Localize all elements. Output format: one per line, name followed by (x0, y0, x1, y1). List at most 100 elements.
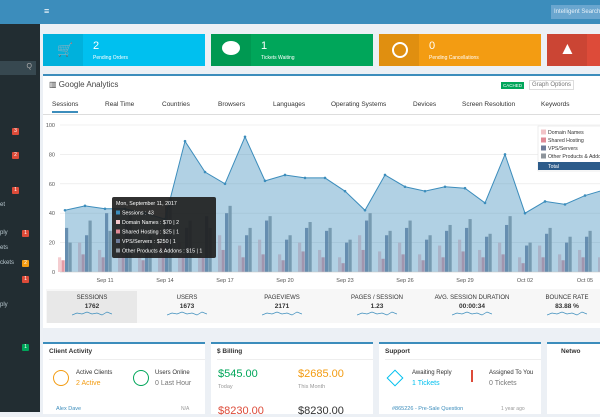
point (63, 208, 67, 212)
tab[interactable]: Languages (273, 101, 306, 108)
value: $8230.00 (298, 405, 344, 417)
point (403, 185, 407, 189)
bar (198, 249, 202, 272)
point (503, 153, 507, 156)
bar (558, 254, 562, 272)
icon (471, 370, 473, 382)
bar (588, 230, 592, 272)
bar (261, 254, 265, 272)
note: N/A (181, 406, 190, 412)
point (303, 176, 307, 180)
sidebar-item[interactable]: ply (0, 302, 8, 308)
client-link[interactable]: Alex Dave (56, 406, 82, 412)
tile-tickets[interactable]: 1 Tickets Waiting (211, 34, 373, 66)
bar (518, 257, 522, 272)
bar (338, 257, 342, 272)
search[interactable]: Intelligent Search (551, 5, 600, 19)
divider (49, 359, 205, 360)
tile-cancel[interactable]: 0 Pending Cancellations (379, 34, 541, 66)
bar (258, 239, 262, 272)
bar (388, 230, 392, 272)
stat-value: 1.23 (370, 303, 384, 310)
sidebar-search[interactable]: Q (0, 61, 36, 75)
bar (538, 245, 542, 272)
tooltip-swatch (116, 220, 120, 224)
bar (441, 257, 445, 272)
tab[interactable]: Screen Resolution (462, 101, 516, 108)
tab[interactable]: Browsers (218, 101, 246, 108)
tooltip-swatch (116, 248, 120, 253)
icon: 🛒 (43, 34, 83, 66)
bar (581, 257, 585, 272)
bar (138, 254, 142, 272)
legend-label: VPS/Servers (548, 146, 578, 152)
tooltip-swatch (116, 210, 120, 215)
sidebar-item[interactable]: ply (0, 230, 8, 236)
point (343, 189, 347, 193)
sidebar-item[interactable]: ets (0, 245, 9, 251)
bar (225, 213, 229, 272)
sidebar-item[interactable]: ckets (0, 260, 15, 266)
menu-toggle[interactable]: ≡ (44, 6, 50, 16)
bar (238, 245, 242, 272)
panel-title: Netwo (561, 348, 581, 355)
stat-value: 1762 (84, 303, 100, 310)
bar (285, 239, 289, 272)
topbar: ≡ Intelligent Search (0, 0, 600, 24)
tab[interactable]: Keywords (541, 101, 570, 108)
y-tick-label: 20 (49, 241, 55, 247)
cached-badge: CACHED (501, 82, 525, 89)
bar (528, 242, 532, 272)
stats-row (46, 289, 600, 323)
point (423, 189, 427, 193)
point (203, 170, 207, 174)
stat: USERS 1673 (142, 295, 232, 318)
bar (418, 254, 422, 272)
stat-label: USERS (176, 295, 198, 301)
tab[interactable]: Operating Systems (331, 101, 387, 108)
graph-options[interactable]: Graph Options (529, 80, 575, 90)
bar (348, 239, 352, 272)
note: 1 year ago (501, 406, 525, 412)
legend-label: Domain Names (548, 130, 584, 136)
sparkline (451, 311, 493, 316)
bar (405, 227, 409, 272)
tab[interactable]: Sessions (52, 101, 79, 113)
point (103, 207, 107, 211)
bar (121, 249, 125, 272)
support-panel: Support Awaiting Reply 1 Tickets Assigne… (379, 342, 541, 414)
tooltip-line: Domain Names : $70 | 2 (122, 220, 179, 226)
tile-value: 0 (429, 40, 436, 52)
bar (301, 251, 305, 272)
tile-label: Tickets Waiting (261, 55, 295, 61)
bar (481, 257, 485, 272)
bar (368, 213, 372, 272)
tile-errors[interactable]: ▲ (547, 34, 600, 66)
tab[interactable]: Devices (413, 101, 437, 108)
bar (278, 254, 282, 272)
badge: 1 (12, 187, 19, 194)
bar (465, 227, 469, 272)
tooltip-line: Other Products & Addons : $15 | 1 (122, 249, 202, 255)
ticket-link[interactable]: #865226 - Pre-Sale Question (392, 406, 464, 412)
sidebar-item[interactable]: et (0, 202, 6, 208)
tab[interactable]: Countries (162, 101, 190, 108)
point (383, 173, 387, 177)
bar (88, 220, 92, 272)
bar (565, 242, 569, 272)
point (463, 186, 467, 190)
tab[interactable]: Real Time (105, 101, 135, 108)
bar (498, 242, 502, 272)
x-tick-label: Sep 26 (396, 278, 413, 284)
bar (108, 230, 112, 272)
sidebar: Q 3 2 1 et ply 1 ets ckets 2 1 ply 1 (0, 24, 40, 412)
value: 2 Active (76, 380, 101, 387)
bar (401, 254, 405, 272)
y-tick-label: 0 (52, 270, 55, 276)
badge: 2 (22, 260, 29, 267)
value: 0 Last Hour (155, 380, 192, 387)
tile-orders[interactable]: 🛒 2 Pending Orders (43, 34, 205, 66)
bar (438, 245, 442, 272)
